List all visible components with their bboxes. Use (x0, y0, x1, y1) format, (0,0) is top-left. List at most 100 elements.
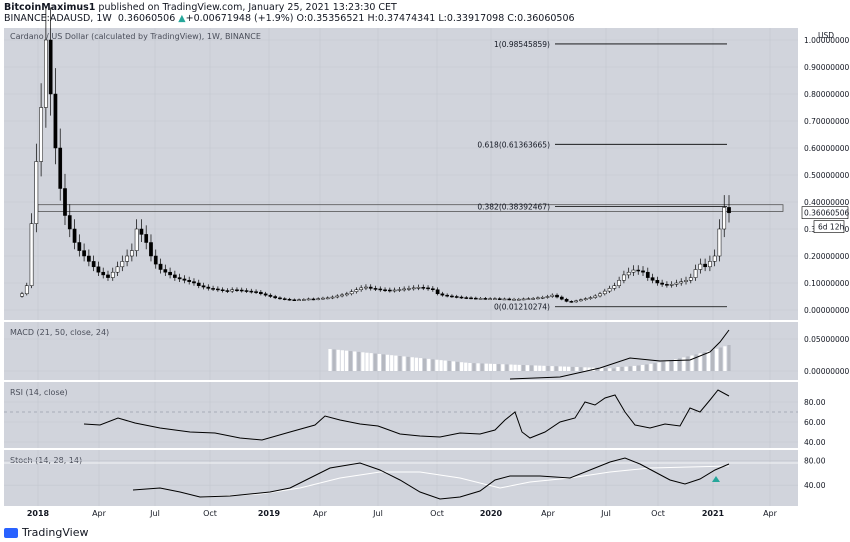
price-pane (4, 28, 798, 320)
macd-bar (694, 354, 698, 371)
candle-body (550, 294, 555, 297)
y-tick-label: 0.70000000 (804, 117, 850, 126)
macd-bar (377, 353, 381, 371)
candle-body (521, 298, 526, 301)
candle-body (655, 280, 660, 284)
macd-bar (414, 357, 418, 371)
candle-body (392, 289, 397, 292)
candle-body (502, 298, 507, 301)
candle-body (588, 297, 593, 299)
macd-bar (521, 365, 525, 371)
candle-body (196, 282, 201, 286)
candle-body (583, 298, 588, 300)
candle-body (249, 290, 254, 293)
x-tick-label: Oct (430, 509, 444, 518)
candle-body (684, 280, 688, 282)
candle-body (306, 298, 311, 301)
macd-bar (394, 355, 398, 371)
candle-body (239, 289, 244, 292)
macd-bar (727, 345, 731, 371)
macd-bar (534, 365, 538, 371)
macd-bar (501, 364, 505, 371)
candle-body (445, 294, 450, 297)
candle-body (177, 277, 182, 280)
macd-bar (381, 354, 386, 371)
fib-level-label: 0.618(0.61363665) (477, 140, 550, 149)
macd-bar (332, 349, 336, 371)
macd-bar (575, 367, 579, 371)
ohlc-line: BINANCE:ADAUSD, 1W 0.36060506 ▲+0.006719… (4, 13, 575, 24)
macd-bar (698, 353, 702, 371)
macd-bar (344, 350, 349, 371)
low-label: L: (438, 13, 447, 24)
candle-body (464, 297, 469, 299)
macd-bar (365, 352, 369, 371)
candle-body (722, 207, 727, 230)
candle-body (230, 289, 235, 292)
candle-body (297, 299, 301, 301)
candle-body (669, 284, 674, 286)
candle-body (631, 269, 636, 273)
x-tick-label: Jul (372, 509, 383, 518)
tradingview-logo[interactable]: TradingView (4, 526, 88, 539)
published-text: published on TradingView.com, January 25… (95, 2, 397, 13)
y-tick-label: 0.50000000 (804, 171, 850, 180)
macd-bar (455, 361, 460, 371)
open-value: 0.35356521 (307, 13, 365, 24)
macd-bar (484, 363, 488, 371)
candle-body (130, 250, 134, 257)
candle-body (173, 274, 177, 278)
candle-body (416, 287, 421, 289)
candle-body (244, 290, 249, 292)
candle-body (48, 39, 53, 95)
stoch-pane (4, 450, 798, 506)
high-value: 0.37474341 (377, 13, 436, 24)
candle-body (397, 289, 402, 291)
candle-body (139, 228, 144, 235)
macd-bar (546, 365, 550, 371)
candle-body (493, 298, 497, 300)
candle-body (598, 293, 602, 297)
macd-bar (336, 349, 340, 371)
candle-body (278, 297, 282, 300)
candle-body (273, 296, 278, 299)
candle-body (497, 298, 502, 300)
candle-body (708, 261, 712, 268)
macd-bar (673, 359, 678, 371)
macd-bar (657, 362, 661, 371)
candle-body (153, 255, 158, 265)
publisher-name[interactable]: BitcoinMaximus1 (4, 2, 96, 13)
macd-bar (566, 366, 571, 371)
candle-body (321, 297, 325, 300)
candle-body (368, 286, 373, 289)
candle-body (679, 281, 684, 284)
macd-bar (497, 364, 501, 371)
candle-body (44, 39, 48, 108)
macd-bar (661, 361, 665, 371)
candle-body (602, 290, 607, 295)
candle-body (344, 293, 349, 296)
candle-body (192, 281, 196, 284)
macd-bar (706, 351, 711, 371)
up-arrow-icon: ▲ (178, 13, 186, 24)
candle-body (660, 282, 664, 285)
rsi-pane (4, 382, 798, 448)
macd-bar (550, 366, 554, 371)
candle-body (402, 288, 407, 291)
macd-bar (460, 362, 464, 371)
candle-body (325, 297, 330, 300)
candle-body (665, 284, 669, 286)
macd-bar (353, 351, 357, 371)
y-tick-label: 0.20000000 (804, 252, 850, 261)
macd-bar (641, 364, 645, 371)
candle-body (39, 107, 43, 162)
x-tick-label: Apr (763, 509, 778, 518)
candle-body (421, 287, 426, 289)
last-price-label: 0.36060506 (804, 209, 850, 218)
rsi-tick-label: 80.00 (804, 398, 826, 407)
macd-bar (608, 368, 612, 371)
macd-bar (406, 356, 410, 371)
candle-body (254, 291, 258, 293)
x-tick-label: Apr (92, 509, 107, 518)
